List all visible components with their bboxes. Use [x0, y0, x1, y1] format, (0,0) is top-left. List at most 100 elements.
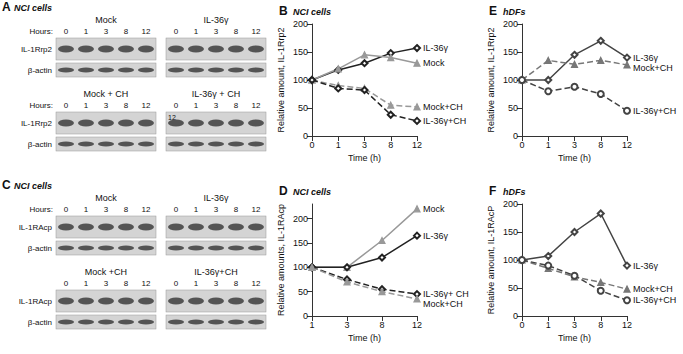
svg-text:8: 8	[124, 205, 129, 214]
svg-text:0: 0	[309, 140, 314, 150]
svg-text:Hours:: Hours:	[29, 205, 53, 214]
svg-text:Hours:: Hours:	[29, 101, 53, 110]
svg-text:200: 200	[293, 214, 308, 224]
svg-text:12: 12	[252, 101, 261, 110]
svg-text:0: 0	[174, 205, 179, 214]
svg-text:12: 12	[622, 140, 632, 150]
svg-text:150: 150	[293, 238, 308, 248]
svg-text:Mock+CH: Mock+CH	[423, 299, 463, 309]
svg-text:3: 3	[572, 140, 577, 150]
svg-text:1: 1	[84, 205, 89, 214]
svg-text:NCI cells: NCI cells	[14, 3, 52, 13]
svg-text:1: 1	[84, 27, 89, 36]
svg-text:IL-36γ+CH: IL-36γ+CH	[633, 106, 676, 116]
svg-text:8: 8	[379, 320, 384, 330]
svg-text:8: 8	[598, 320, 603, 330]
svg-text:50: 50	[508, 103, 518, 113]
svg-text:Mock+CH: Mock+CH	[633, 63, 673, 73]
svg-text:Mock: Mock	[423, 58, 445, 68]
svg-text:12: 12	[142, 205, 151, 214]
svg-text:100: 100	[503, 75, 518, 85]
svg-text:3: 3	[104, 279, 109, 288]
svg-text:C: C	[2, 178, 11, 192]
svg-text:200: 200	[503, 199, 518, 209]
svg-text:12: 12	[142, 27, 151, 36]
svg-text:1: 1	[194, 279, 199, 288]
svg-text:Time (h): Time (h)	[348, 333, 381, 343]
svg-text:3: 3	[104, 101, 109, 110]
svg-text:150: 150	[503, 47, 518, 57]
svg-text:200: 200	[503, 19, 518, 29]
svg-text:Relative amount, IL-1Rrp2: Relative amount, IL-1Rrp2	[276, 27, 286, 132]
svg-text:12: 12	[412, 320, 422, 330]
svg-text:NCI cells: NCI cells	[293, 187, 331, 197]
svg-text:F: F	[489, 184, 496, 198]
svg-text:0: 0	[64, 27, 69, 36]
svg-text:100: 100	[503, 255, 518, 265]
svg-text:IL-36γ: IL-36γ	[423, 231, 449, 241]
svg-text:0: 0	[519, 320, 524, 330]
svg-text:NCI cells: NCI cells	[14, 181, 52, 191]
svg-text:β-actin: β-actin	[28, 140, 52, 149]
svg-text:1: 1	[194, 205, 199, 214]
svg-text:IL-36γ + CH: IL-36γ + CH	[192, 89, 240, 99]
svg-text:E: E	[489, 4, 497, 18]
svg-text:8: 8	[234, 101, 239, 110]
svg-text:100: 100	[293, 262, 308, 272]
svg-text:12: 12	[142, 101, 151, 110]
svg-text:3: 3	[214, 279, 219, 288]
svg-text:1: 1	[336, 140, 341, 150]
svg-text:200: 200	[293, 19, 308, 29]
svg-text:IL-36γ: IL-36γ	[423, 43, 449, 53]
svg-text:12: 12	[412, 140, 422, 150]
svg-text:0: 0	[519, 140, 524, 150]
svg-text:12: 12	[252, 205, 261, 214]
svg-text:Time (h): Time (h)	[558, 333, 591, 343]
svg-text:12: 12	[622, 320, 632, 330]
svg-text:1: 1	[546, 320, 551, 330]
svg-text:Mock + CH: Mock + CH	[84, 89, 129, 99]
svg-text:0: 0	[174, 101, 179, 110]
svg-text:0: 0	[64, 101, 69, 110]
svg-text:0: 0	[64, 279, 69, 288]
svg-text:1: 1	[84, 279, 89, 288]
svg-text:0: 0	[174, 279, 179, 288]
svg-text:A: A	[2, 0, 11, 14]
svg-text:150: 150	[503, 227, 518, 237]
svg-text:3: 3	[104, 205, 109, 214]
svg-text:IL-36γ: IL-36γ	[203, 15, 229, 25]
svg-text:Mock: Mock	[423, 204, 445, 214]
svg-text:Relative amount, IL-1RAcP: Relative amount, IL-1RAcP	[486, 206, 496, 315]
svg-text:Hours:: Hours:	[29, 27, 53, 36]
svg-text:0: 0	[513, 311, 518, 321]
svg-text:β-actin: β-actin	[28, 318, 52, 327]
svg-text:IL-1RAcp: IL-1RAcp	[19, 223, 53, 232]
svg-text:1: 1	[194, 27, 199, 36]
svg-text:Time (h): Time (h)	[348, 153, 381, 163]
svg-text:50: 50	[298, 287, 308, 297]
svg-text:Mock+CH: Mock+CH	[423, 102, 463, 112]
svg-text:Mock +CH: Mock +CH	[85, 267, 127, 277]
svg-text:Mock: Mock	[95, 193, 117, 203]
svg-text:100: 100	[293, 75, 308, 85]
svg-text:8: 8	[124, 279, 129, 288]
svg-text:Mock: Mock	[95, 15, 117, 25]
svg-text:IL-1RAcp: IL-1RAcp	[19, 297, 53, 306]
svg-text:8: 8	[598, 140, 603, 150]
svg-text:3: 3	[572, 320, 577, 330]
svg-text:8: 8	[124, 101, 129, 110]
svg-text:IL-36γ+CH: IL-36γ+CH	[194, 267, 237, 277]
svg-text:0: 0	[64, 205, 69, 214]
svg-text:8: 8	[234, 279, 239, 288]
svg-text:IL-36γ+ CH: IL-36γ+ CH	[423, 289, 469, 299]
svg-text:0: 0	[513, 131, 518, 141]
svg-text:12: 12	[142, 279, 151, 288]
svg-text:Mock+CH: Mock+CH	[633, 284, 673, 294]
svg-text:1: 1	[546, 140, 551, 150]
svg-text:IL-1Rrp2: IL-1Rrp2	[21, 45, 53, 54]
svg-text:3: 3	[344, 320, 349, 330]
svg-text:hDFs: hDFs	[503, 7, 526, 17]
svg-text:IL-36γ+CH: IL-36γ+CH	[633, 295, 676, 305]
svg-text:12: 12	[168, 114, 176, 121]
svg-text:8: 8	[124, 27, 129, 36]
